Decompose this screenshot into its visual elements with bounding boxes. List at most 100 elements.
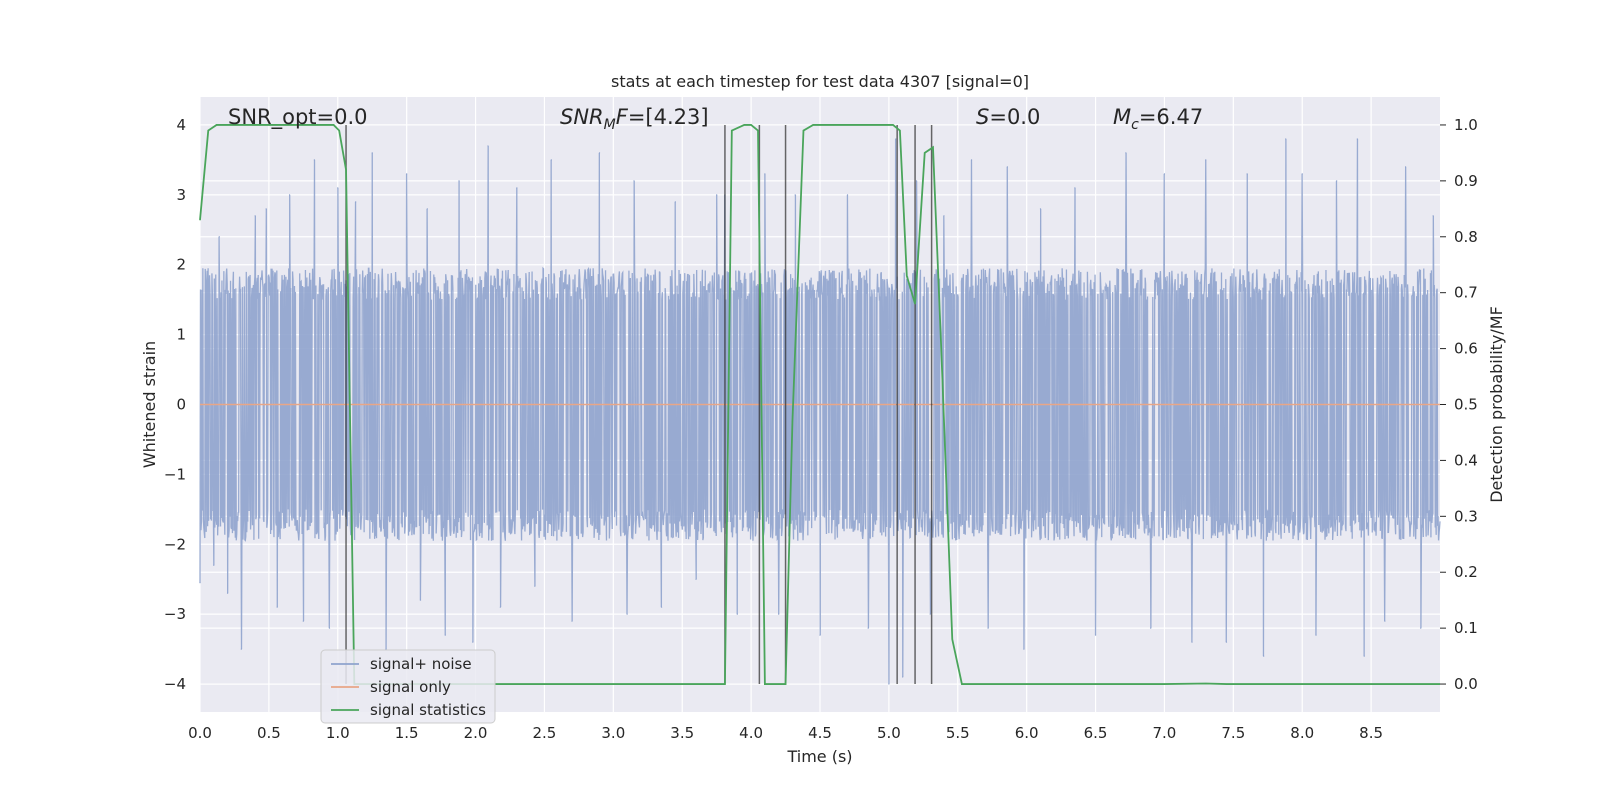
signal-noise-peak — [895, 138, 897, 140]
signal-noise-peak — [458, 180, 460, 182]
signal-noise-peak — [633, 180, 635, 182]
y-tick-label-left: −2 — [164, 535, 186, 553]
signal-noise-peak — [444, 634, 446, 636]
annotation-snr-mf-prefix: SNR — [560, 105, 604, 129]
x-tick-label: 1.0 — [326, 724, 350, 742]
y-tick-label-right: 0.0 — [1454, 675, 1478, 693]
y-axis-label-right: Detection probability/MF — [1487, 306, 1506, 503]
signal-noise-peak — [1263, 655, 1265, 657]
x-tick-label: 3.5 — [670, 724, 694, 742]
x-tick-label: 8.0 — [1290, 724, 1314, 742]
signal-noise-peak — [1225, 641, 1228, 643]
x-tick-label: 7.5 — [1221, 724, 1245, 742]
signal-statistics-point — [924, 152, 926, 154]
x-tick-label: 3.0 — [601, 724, 625, 742]
signal-statistics-point — [764, 683, 766, 685]
y-tick-label-right: 0.8 — [1454, 228, 1478, 246]
signal-noise-peak — [1285, 138, 1287, 140]
signal-noise-peak — [276, 606, 278, 608]
signal-noise-peak — [764, 173, 766, 175]
y-tick-label-left: −1 — [164, 465, 186, 483]
signal-noise-peak — [1205, 159, 1207, 161]
signal-noise-peak — [371, 152, 373, 154]
x-tick-label: 7.0 — [1153, 724, 1177, 742]
signal-noise-peak — [265, 208, 267, 210]
signal-noise-peak — [915, 180, 918, 182]
signal-noise-peak — [516, 187, 518, 189]
signal-noise-peak — [328, 627, 331, 629]
signal-noise-peak — [313, 159, 315, 161]
y-tick-label-right: 0.1 — [1454, 619, 1478, 637]
signal-noise-peak — [1125, 152, 1127, 154]
signal-noise-peak — [846, 194, 849, 196]
x-tick-label: 2.0 — [464, 724, 488, 742]
y-tick-label-left: 1 — [176, 326, 186, 344]
x-tick-label: 0.0 — [188, 724, 212, 742]
signal-noise-peak — [487, 145, 489, 147]
signal-statistics-point — [1026, 683, 1028, 685]
signal-noise-peak — [1384, 620, 1386, 622]
x-tick-label: 2.5 — [533, 724, 557, 742]
y-tick-label-left: 2 — [176, 256, 186, 274]
y-tick-label-right: 0.4 — [1454, 451, 1478, 469]
signal-statistics-point — [1163, 683, 1165, 685]
signal-noise-peak — [302, 620, 304, 622]
signal-noise-peak — [218, 236, 220, 238]
signal-noise-peak — [1420, 627, 1422, 629]
signal-noise-peak — [426, 208, 428, 210]
signal-noise-peak — [695, 578, 697, 580]
annotation-s-suffix: =0.0 — [989, 105, 1040, 129]
y-tick-label-right: 0.9 — [1454, 172, 1478, 190]
x-tick-label: 4.5 — [808, 724, 832, 742]
x-tick-label: 5.0 — [877, 724, 901, 742]
y-tick-label-left: −3 — [164, 605, 186, 623]
signal-statistics-point — [961, 683, 963, 685]
y-tick-label-right: 0.3 — [1454, 507, 1478, 525]
signal-statistics-point — [207, 130, 209, 132]
signal-noise-peak — [571, 620, 573, 622]
signal-noise-peak — [716, 194, 718, 196]
signal-statistics-point — [932, 146, 934, 148]
signal-noise-peak — [550, 159, 552, 161]
signal-noise-peak — [867, 627, 869, 629]
signal-statistics-point — [833, 124, 835, 126]
y-tick-label-right: 0.2 — [1454, 563, 1478, 581]
signal-statistics-point — [724, 683, 726, 685]
signal-noise-peak — [626, 613, 628, 615]
signal-noise-peak — [288, 194, 291, 196]
annotation-s: S=0.0 — [976, 105, 1040, 129]
signal-noise-peak — [970, 159, 973, 161]
y-tick-label-left: 3 — [176, 186, 186, 204]
signal-noise-peak — [406, 173, 408, 175]
signal-statistics-point — [268, 124, 270, 126]
signal-noise-series — [199, 138, 1441, 685]
signal-statistics-point — [338, 130, 340, 132]
signal-noise-line — [199, 138, 1441, 685]
annotation-mc-prefix: M — [1113, 105, 1131, 129]
legend-label-signal-statistics: signal statistics — [370, 701, 486, 719]
signal-noise-peak — [1315, 634, 1317, 636]
signal-noise-peak — [355, 201, 357, 203]
signal-noise-peak — [660, 606, 663, 608]
signal-statistics-point — [199, 219, 201, 221]
legend-box — [320, 649, 496, 724]
y-tick-label-left: 4 — [176, 116, 186, 134]
signal-noise-peak — [674, 201, 676, 203]
x-tick-label: 8.5 — [1359, 724, 1383, 742]
y-axis-label-left: Whitened strain — [140, 341, 159, 468]
signal-noise-peak — [472, 641, 474, 643]
signal-statistics-point — [333, 124, 335, 126]
signal-noise-peak — [1163, 173, 1166, 175]
signal-noise-peak — [929, 613, 931, 615]
signal-statistics-point — [216, 124, 218, 126]
signal-statistics-point — [785, 683, 787, 685]
signal-noise-peak — [1039, 208, 1042, 210]
annotation-snr-mf: SNRMF=[4.23] — [560, 105, 709, 133]
signal-noise-peak — [1356, 138, 1358, 140]
signal-statistics-point — [812, 124, 814, 126]
annotation-snr-mf-suffix-b: =[4.23] — [628, 105, 709, 129]
annotation-mc-suffix: =6.47 — [1139, 105, 1203, 129]
signal-noise-peak — [419, 599, 422, 601]
signal-noise-peak — [499, 606, 501, 608]
signal-statistics-series — [199, 124, 1441, 685]
